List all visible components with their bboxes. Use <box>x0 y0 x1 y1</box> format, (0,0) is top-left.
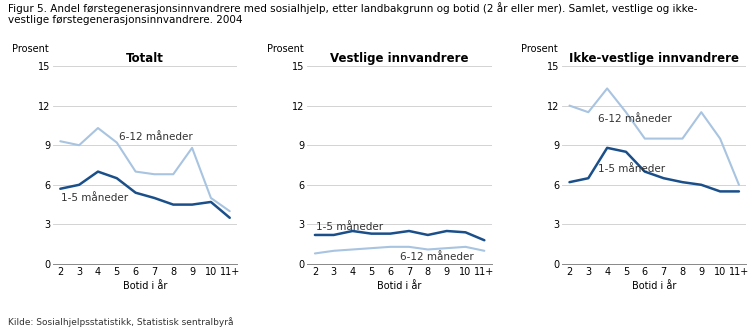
Text: 1-5 måneder: 1-5 måneder <box>316 222 383 232</box>
Text: Prosent: Prosent <box>12 44 49 54</box>
Text: Figur 5. Andel førstegenerasjonsinnvandrere med sosialhjelp, etter landbakgrunn : Figur 5. Andel førstegenerasjonsinnvandr… <box>8 2 697 14</box>
X-axis label: Botid i år: Botid i år <box>378 281 421 291</box>
Text: vestlige førstegenerasjonsinnvandrere. 2004: vestlige førstegenerasjonsinnvandrere. 2… <box>8 15 242 25</box>
Text: Prosent: Prosent <box>521 44 558 54</box>
Text: Kilde: Sosialhjelpsstatistikk, Statistisk sentralbyrå: Kilde: Sosialhjelpsstatistikk, Statistis… <box>8 317 233 327</box>
Text: 6-12 måneder: 6-12 måneder <box>118 132 192 142</box>
Text: 6-12 måneder: 6-12 måneder <box>598 114 672 124</box>
Text: 6-12 måneder: 6-12 måneder <box>400 252 474 262</box>
Title: Ikke-vestlige innvandrere: Ikke-vestlige innvandrere <box>569 52 739 65</box>
Text: 1-5 måneder: 1-5 måneder <box>61 193 128 203</box>
X-axis label: Botid i år: Botid i år <box>632 281 676 291</box>
Title: Vestlige innvandrere: Vestlige innvandrere <box>330 52 469 65</box>
Text: Prosent: Prosent <box>267 44 304 54</box>
Title: Totalt: Totalt <box>126 52 164 65</box>
X-axis label: Botid i år: Botid i år <box>123 281 167 291</box>
Text: 1-5 måneder: 1-5 måneder <box>598 164 665 174</box>
